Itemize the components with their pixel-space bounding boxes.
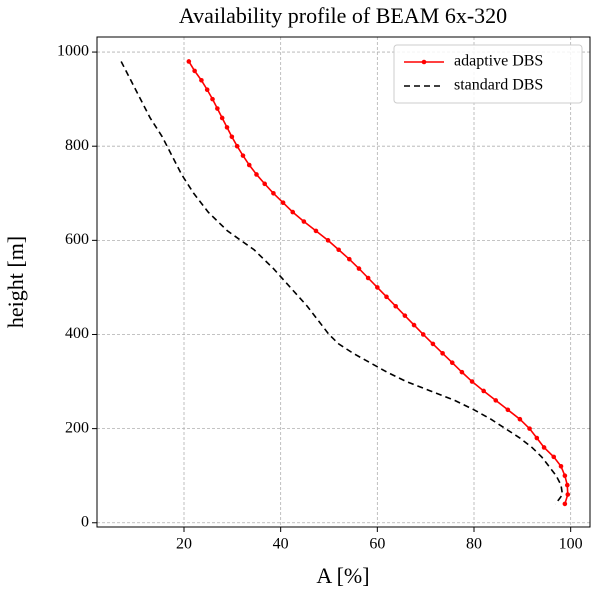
x-tick-label: 20 <box>176 536 192 553</box>
data-point <box>199 78 204 83</box>
data-point <box>210 96 215 102</box>
y-tick-label: 400 <box>65 325 89 342</box>
y-tick-label: 600 <box>65 231 89 248</box>
y-tick-label: 800 <box>65 137 89 154</box>
data-point <box>313 228 319 234</box>
data-point <box>262 181 268 187</box>
data-point <box>375 285 380 290</box>
y-tick-label: 200 <box>65 419 89 436</box>
data-point <box>469 379 475 384</box>
legend-label: adaptive DBS <box>454 53 543 70</box>
x-tick-label: 60 <box>369 536 385 553</box>
data-point <box>430 341 436 347</box>
data-point <box>186 59 192 64</box>
data-point <box>219 115 225 121</box>
data-point <box>192 68 197 74</box>
data-point <box>565 492 571 497</box>
data-point <box>481 388 486 394</box>
data-point <box>234 143 240 149</box>
data-point <box>527 426 532 431</box>
data-point <box>301 219 307 224</box>
data-point <box>280 200 286 205</box>
data-point <box>505 407 511 413</box>
data-point <box>356 266 362 271</box>
line-series <box>120 61 564 505</box>
data-point <box>246 162 252 168</box>
data-point <box>564 482 570 488</box>
x-axis-label: A [%] <box>316 563 369 588</box>
data-point <box>336 247 341 253</box>
data-point <box>562 473 568 478</box>
data-point <box>493 398 499 403</box>
data-point <box>365 275 371 281</box>
x-tick-label: 80 <box>466 536 482 553</box>
data-point <box>420 332 426 337</box>
data-point <box>271 190 276 196</box>
data-point <box>551 454 557 460</box>
data-point <box>517 416 523 422</box>
data-point <box>240 153 246 158</box>
data-point <box>459 369 465 375</box>
data-point <box>204 87 210 93</box>
data-point <box>562 501 568 507</box>
y-tick-label: 0 <box>81 513 89 530</box>
data-point <box>290 209 296 215</box>
legend-marker <box>421 59 427 65</box>
x-tick-label: 40 <box>273 536 289 553</box>
data-point <box>229 134 235 140</box>
y-tick-label: 1000 <box>57 43 89 60</box>
data-point <box>411 322 417 328</box>
data-point <box>402 313 408 318</box>
y-axis-label: height [m] <box>3 236 28 328</box>
data-point <box>254 172 259 177</box>
legend-label: standard DBS <box>454 77 543 94</box>
line-series <box>188 61 569 505</box>
data-point <box>215 106 220 111</box>
data-point <box>449 360 455 366</box>
data-point <box>393 303 399 309</box>
data-point <box>384 294 389 300</box>
data-point <box>224 125 230 130</box>
x-tick-label: 100 <box>559 536 583 553</box>
data-point <box>325 238 331 243</box>
data-point <box>534 435 540 441</box>
plot-frame <box>96 36 591 528</box>
data-point <box>440 351 445 356</box>
data-point <box>558 463 564 469</box>
legend-box <box>393 44 583 104</box>
data-point <box>541 445 547 450</box>
data-point <box>347 256 352 262</box>
chart-title: Availability profile of BEAM 6x-320 <box>179 3 507 28</box>
